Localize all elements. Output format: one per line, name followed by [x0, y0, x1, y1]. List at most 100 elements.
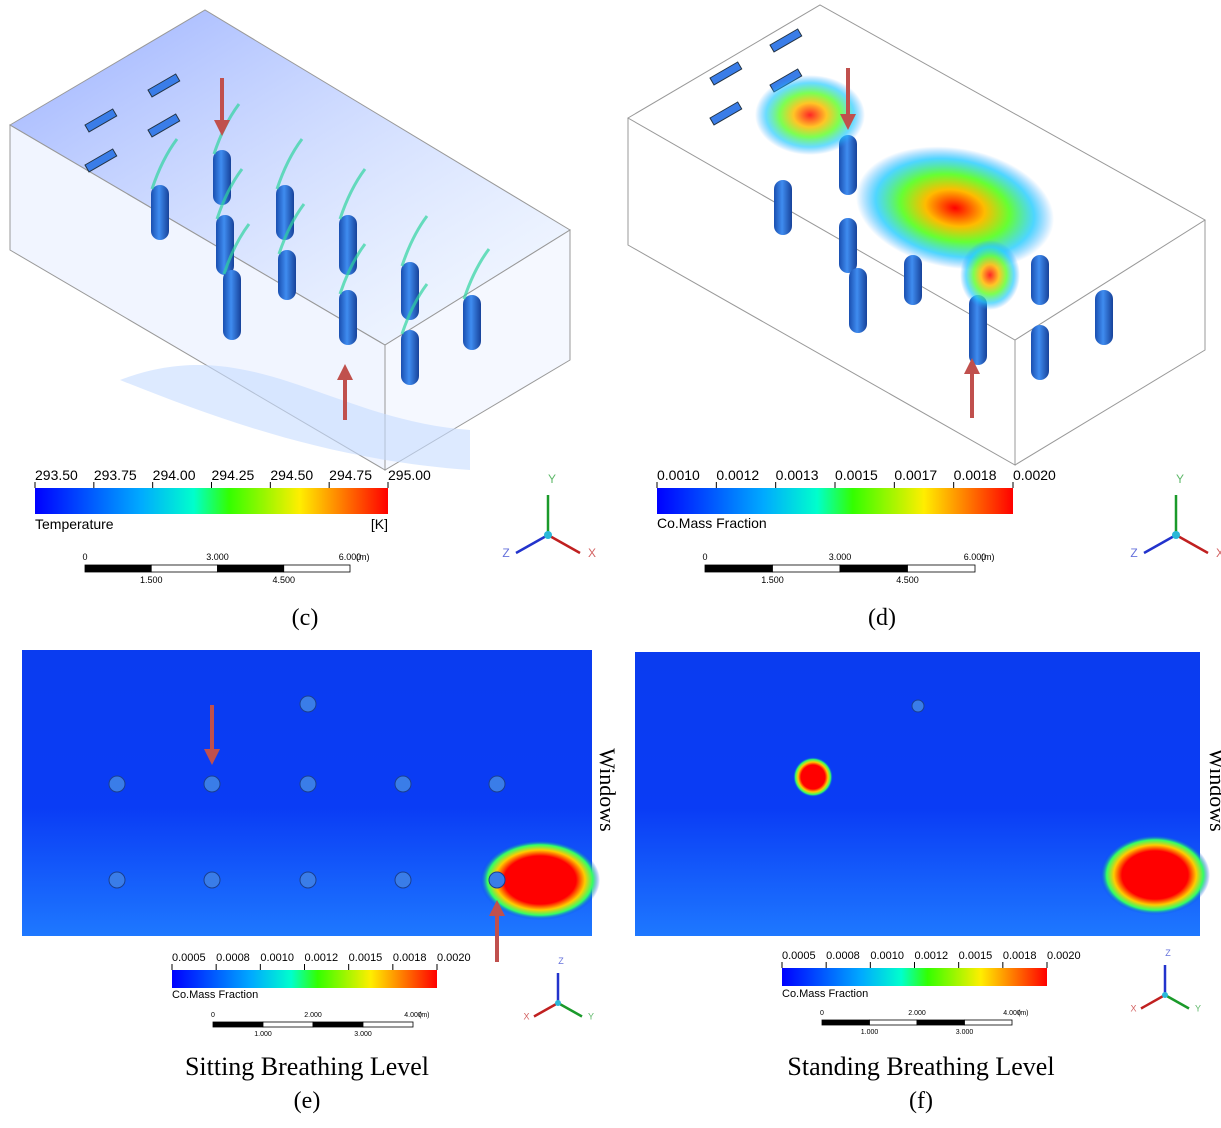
axis-triad	[547, 533, 581, 555]
colorbar-tick-label: 0.0005	[172, 952, 206, 964]
caption: (d)	[868, 605, 896, 631]
colorbar-tick-label: 0.0005	[782, 950, 816, 962]
heat-plume	[275, 138, 304, 190]
colorbar-tick-label: 0.0015	[835, 467, 878, 483]
room-edges	[1014, 220, 1206, 466]
colorbar-tick-label: 0.0020	[1013, 467, 1056, 483]
heat-plume	[338, 243, 367, 295]
heat-plume	[400, 283, 429, 335]
occupant-head	[108, 775, 126, 793]
plume-haze	[120, 364, 470, 470]
scale-label: 6.000	[964, 552, 987, 562]
caption: (c)	[292, 605, 319, 631]
occupant	[339, 215, 357, 275]
colorbar-tick-label: 294.25	[212, 467, 255, 483]
colorbar	[35, 488, 388, 514]
axis-label: Y	[1195, 1004, 1201, 1014]
scale-unit: (m)	[1018, 1010, 1029, 1017]
scale-segment	[869, 1019, 918, 1026]
axis-label: Y	[548, 472, 556, 486]
colorbar-tick-label: 0.0018	[393, 952, 427, 964]
plume	[755, 75, 865, 155]
colorbar-tick-label: 0.0018	[954, 467, 997, 483]
scale-segment	[362, 1021, 414, 1028]
scale-unit: (m)	[356, 552, 370, 562]
axis-origin	[544, 531, 552, 539]
scale-label: 4.500	[272, 575, 295, 585]
panel-title: Standing Breathing Level	[787, 1052, 1054, 1081]
scale-label: 1.000	[861, 1029, 879, 1036]
scale-segment	[964, 1019, 1013, 1026]
occupant	[969, 295, 987, 365]
axis-label: Y	[588, 1012, 594, 1022]
vent	[769, 28, 803, 53]
axis-origin	[1172, 531, 1180, 539]
scale-label: 3.000	[206, 552, 229, 562]
colorbar-tick-label: 294.50	[270, 467, 313, 483]
occupant	[276, 185, 294, 240]
scale-label: 3.000	[956, 1029, 974, 1036]
scale-label: 3.000	[829, 552, 852, 562]
heat-plume	[222, 223, 251, 275]
colorbar-label: Co.Mass Fraction	[657, 515, 767, 531]
axis-label: Y	[1176, 472, 1184, 486]
colorbar-tick-label: 0.0010	[657, 467, 700, 483]
scale-label: 0	[702, 552, 707, 562]
scale-label: 1.000	[254, 1031, 272, 1038]
colorbar-tick-label: 0.0020	[437, 952, 471, 964]
colorbar-tick-label: 294.00	[153, 467, 196, 483]
contaminant-zone	[1100, 835, 1210, 915]
scale-unit: (m)	[981, 552, 995, 562]
occupant	[463, 295, 481, 350]
scale-label: 3.000	[354, 1031, 372, 1038]
occupant	[774, 180, 792, 235]
occupant-head	[108, 871, 126, 889]
colorbar-label: Co.Mass Fraction	[782, 988, 868, 1000]
occupant-head	[299, 775, 317, 793]
scale-unit: (m)	[419, 1012, 430, 1019]
scale-label: 2.000	[908, 1010, 926, 1017]
scale-segment	[704, 564, 773, 573]
scale-segment	[907, 564, 976, 573]
occupant-head	[911, 699, 925, 713]
heat-plume	[215, 168, 244, 220]
scale-segment	[84, 564, 152, 573]
occupant	[1031, 255, 1049, 305]
axis-label: Z	[502, 546, 509, 560]
axis-label: Z	[558, 956, 564, 966]
occupant	[904, 255, 922, 305]
scale-segment	[772, 564, 841, 573]
colorbar-tick-label: 0.0017	[894, 467, 937, 483]
axis-triad	[1143, 533, 1177, 555]
axis-label: X	[523, 1012, 529, 1022]
heat-plume	[277, 203, 306, 255]
colorbar-tick-label: 0.0012	[915, 950, 949, 962]
axis-label: X	[1216, 546, 1221, 560]
colorbar-tick-label: 0.0015	[959, 950, 993, 962]
occupant-head	[203, 775, 221, 793]
occupant	[216, 215, 234, 275]
colorbar-tick-label: 295.00	[388, 467, 431, 483]
plume	[960, 240, 1020, 310]
occupant-head	[299, 871, 317, 889]
caption: (f)	[909, 1088, 933, 1114]
colorbar-label: Temperature	[35, 516, 114, 532]
vent	[709, 101, 743, 126]
occupant-head	[394, 871, 412, 889]
panel-title: Sitting Breathing Level	[185, 1052, 429, 1081]
colorbar-label: Co.Mass Fraction	[172, 989, 258, 1001]
scale-label: 1.500	[140, 575, 163, 585]
scale-segment	[283, 564, 351, 573]
heat-plume	[400, 215, 429, 267]
side-label: Windows	[1205, 748, 1221, 831]
axis-triad	[533, 1001, 559, 1018]
scale-label: 0	[820, 1010, 824, 1017]
colorbar-tick-label: 0.0010	[870, 950, 904, 962]
scale-segment	[839, 564, 908, 573]
vent	[84, 108, 118, 133]
contaminant-zone	[793, 757, 833, 797]
scale-segment	[262, 1021, 314, 1028]
occupant	[278, 250, 296, 300]
axis-triad	[515, 533, 549, 555]
